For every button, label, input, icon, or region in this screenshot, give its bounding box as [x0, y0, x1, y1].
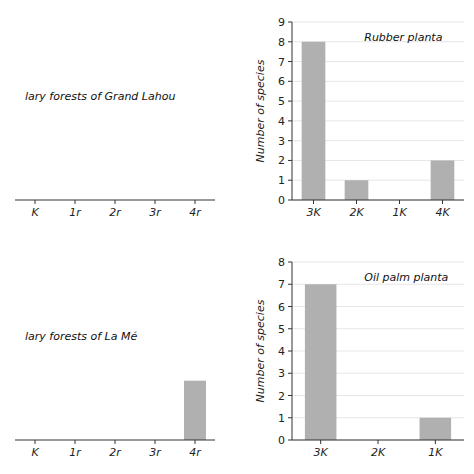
x-tick-label: 3r [149, 446, 162, 459]
y-tick [288, 328, 292, 329]
x-tick [195, 440, 196, 444]
x-tick-label: 1K [392, 206, 407, 219]
figure: K1r2r3r4rlary forests of Grand Lahou3K2K… [0, 0, 474, 474]
y-tick-label: 2 [278, 154, 285, 167]
y-tick [288, 284, 292, 285]
grid-line [292, 262, 464, 263]
y-tick-label: 6 [278, 301, 285, 314]
bar [305, 284, 337, 440]
x-tick-label: 1r [69, 206, 82, 219]
panel-title: Rubber planta [364, 31, 442, 44]
y-tick-label: 9 [278, 16, 285, 29]
x-tick [35, 200, 36, 204]
y-tick [288, 395, 292, 396]
panel: K 1r 2r 3r 4r lary forests of La Mé [15, 330, 215, 459]
bar [184, 381, 206, 440]
x-tick-label: 2r [109, 206, 122, 219]
x-tick-label: 4K [435, 206, 450, 219]
y-tick-label: 8 [278, 36, 285, 49]
bar [345, 180, 369, 200]
x-tick [378, 440, 379, 444]
x-axis [292, 200, 464, 201]
bar [431, 160, 455, 200]
y-tick [288, 440, 292, 441]
y-tick-label: 1 [278, 174, 285, 187]
y-tick-label: 0 [278, 434, 285, 447]
x-tick [320, 440, 321, 444]
x-tick [313, 200, 314, 204]
y-tick [288, 160, 292, 161]
x-tick-label: 4r [189, 206, 202, 219]
y-tick-label: 2 [278, 390, 285, 403]
x-tick-label: 3K [306, 206, 321, 219]
y-tick-label: 6 [278, 75, 285, 88]
bar [302, 42, 326, 200]
bars [305, 284, 451, 440]
y-axis [292, 22, 293, 200]
x-tick-label: 3r [149, 206, 162, 219]
x-tick-label: 2K [349, 206, 364, 219]
x-tick [75, 440, 76, 444]
bars [302, 42, 455, 200]
x-tick-label: 1r [69, 446, 82, 459]
x-tick [399, 200, 400, 204]
y-tick-label: 3 [278, 135, 285, 148]
x-tick [115, 200, 116, 204]
y-tick-label: 5 [278, 323, 285, 336]
x-tick-label: 2K [371, 446, 386, 459]
y-tick [288, 61, 292, 62]
y-axis-label: Number of species [254, 59, 267, 162]
y-tick-label: 3 [278, 367, 285, 380]
x-tick [195, 200, 196, 204]
y-tick [288, 22, 292, 23]
panel-title: lary forests of Grand Lahou [25, 90, 175, 103]
x-tick [115, 440, 116, 444]
x-tick [442, 200, 443, 204]
panel-title: lary forests of La Mé [25, 330, 137, 343]
x-tick [35, 440, 36, 444]
y-tick-label: 4 [278, 345, 285, 358]
y-tick-label: 8 [278, 256, 285, 269]
y-tick-label: 7 [278, 278, 285, 291]
y-tick [288, 351, 292, 352]
y-tick [288, 101, 292, 102]
bar [420, 418, 452, 440]
y-tick-label: 5 [278, 95, 285, 108]
y-tick-label: 4 [278, 115, 285, 128]
y-tick [288, 262, 292, 263]
x-tick-label: 2r [109, 446, 122, 459]
y-tick [288, 120, 292, 121]
y-tick [288, 200, 292, 201]
y-tick-label: 0 [278, 194, 285, 207]
y-tick [288, 373, 292, 374]
x-tick-label: 1K [428, 446, 443, 459]
grid-line [292, 22, 464, 23]
panel: 3K 2K 1K 0 1 2 3 4 5 6 7 8 Number of species Oil palm… [254, 256, 464, 459]
panel: K 1r 2r 3r 4r lary forests of Grand Lahou [15, 90, 215, 219]
x-tick [155, 200, 156, 204]
y-tick-label: 7 [278, 56, 285, 69]
x-tick-label: 3K [314, 446, 329, 459]
y-tick-label: 1 [278, 412, 285, 425]
y-tick [288, 140, 292, 141]
grid-line [292, 200, 464, 201]
y-tick [288, 41, 292, 42]
panel: 3K 2K 1K 4K 0 1 2 3 4 5 6 7 8 9 Number of species Rubbe… [254, 16, 464, 219]
y-tick [288, 417, 292, 418]
bars [184, 381, 206, 440]
x-tick [435, 440, 436, 444]
y-tick [288, 180, 292, 181]
x-tick-label: K [31, 206, 39, 219]
y-tick [288, 306, 292, 307]
panel-title: Oil palm planta [364, 271, 448, 284]
x-tick [356, 200, 357, 204]
x-tick [75, 200, 76, 204]
y-tick [288, 81, 292, 82]
y-axis-label: Number of species [254, 299, 267, 402]
x-tick-label: K [31, 446, 39, 459]
x-tick-label: 4r [189, 446, 202, 459]
x-tick [155, 440, 156, 444]
